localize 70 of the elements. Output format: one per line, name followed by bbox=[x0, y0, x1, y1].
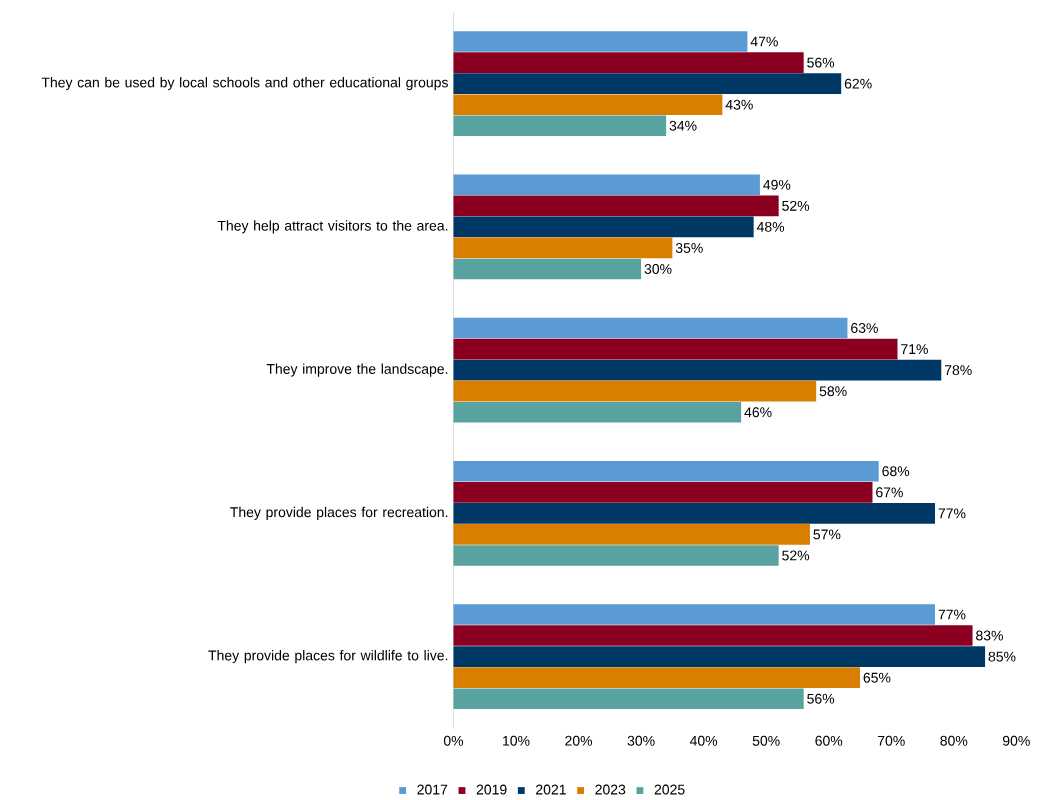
bar bbox=[453, 380, 817, 402]
bar bbox=[453, 115, 667, 136]
bar bbox=[453, 502, 936, 524]
legend-label: 2025 bbox=[654, 784, 685, 795]
bar bbox=[453, 460, 879, 482]
data-label: 65% bbox=[863, 672, 891, 683]
data-label: 63% bbox=[851, 322, 878, 333]
data-label: 67% bbox=[876, 487, 903, 498]
x-tick-label: 70% bbox=[877, 735, 905, 746]
data-label: 58% bbox=[819, 386, 847, 397]
x-tick-label: 90% bbox=[1002, 735, 1030, 746]
legend-label: 2023 bbox=[595, 784, 626, 795]
data-label: 77% bbox=[938, 609, 966, 620]
legend-label: 2017 bbox=[417, 784, 448, 795]
x-tick-label: 80% bbox=[940, 735, 968, 746]
x-tick-label: 60% bbox=[815, 735, 843, 746]
bar bbox=[453, 688, 804, 709]
bar bbox=[453, 625, 973, 646]
x-tick-label: 20% bbox=[565, 735, 593, 746]
bar bbox=[453, 174, 760, 195]
legend-label: 2019 bbox=[476, 784, 507, 795]
data-label: 56% bbox=[807, 57, 835, 68]
x-tick-label: 50% bbox=[752, 735, 780, 746]
bar bbox=[453, 646, 986, 667]
bar bbox=[453, 94, 723, 115]
bar bbox=[453, 523, 810, 545]
y-tick-label: They provide places for wildlife to live. bbox=[208, 649, 448, 664]
bar bbox=[453, 52, 804, 73]
data-label: 57% bbox=[813, 529, 841, 540]
bar bbox=[453, 604, 936, 625]
bar bbox=[453, 401, 742, 423]
data-label: 62% bbox=[844, 78, 872, 89]
bar bbox=[453, 237, 673, 259]
y-tick-label: They can be used by local schools and other educational groups bbox=[41, 76, 448, 91]
x-tick-label: 30% bbox=[627, 735, 655, 746]
x-tick-label: 10% bbox=[503, 735, 530, 746]
x-tick-label: 0% bbox=[443, 735, 464, 746]
data-label: 35% bbox=[675, 242, 703, 253]
bar bbox=[453, 216, 754, 238]
bar bbox=[453, 258, 642, 280]
x-tick-label: 40% bbox=[689, 735, 718, 746]
data-label: 68% bbox=[882, 466, 910, 477]
data-label: 83% bbox=[976, 630, 1003, 641]
data-label: 34% bbox=[669, 120, 697, 131]
legend-label: 2021 bbox=[536, 784, 566, 795]
bar bbox=[453, 317, 848, 339]
data-label: 47% bbox=[750, 36, 778, 47]
data-label: 49% bbox=[763, 179, 791, 190]
bar bbox=[453, 195, 779, 217]
bar bbox=[453, 31, 748, 52]
data-label: 56% bbox=[807, 693, 835, 704]
bar bbox=[453, 359, 942, 381]
bar bbox=[453, 667, 860, 688]
bar bbox=[453, 338, 898, 360]
data-label: 52% bbox=[782, 200, 810, 211]
bar bbox=[453, 545, 779, 566]
bar bbox=[453, 481, 873, 503]
data-label: 85% bbox=[988, 651, 1016, 662]
data-label: 52% bbox=[782, 550, 810, 561]
data-label: 43% bbox=[725, 99, 753, 110]
data-label: 71% bbox=[901, 344, 928, 354]
data-label: 30% bbox=[644, 263, 672, 274]
bar bbox=[453, 73, 842, 94]
y-tick-label: They help attract visitors to the area. bbox=[217, 220, 448, 234]
data-label: 77% bbox=[938, 508, 966, 519]
y-tick-label: They provide places for recreation. bbox=[230, 506, 448, 520]
y-tick-label: They improve the landscape. bbox=[266, 363, 448, 377]
data-label: 48% bbox=[756, 221, 785, 232]
data-label: 78% bbox=[944, 365, 972, 375]
data-label: 46% bbox=[744, 407, 772, 418]
